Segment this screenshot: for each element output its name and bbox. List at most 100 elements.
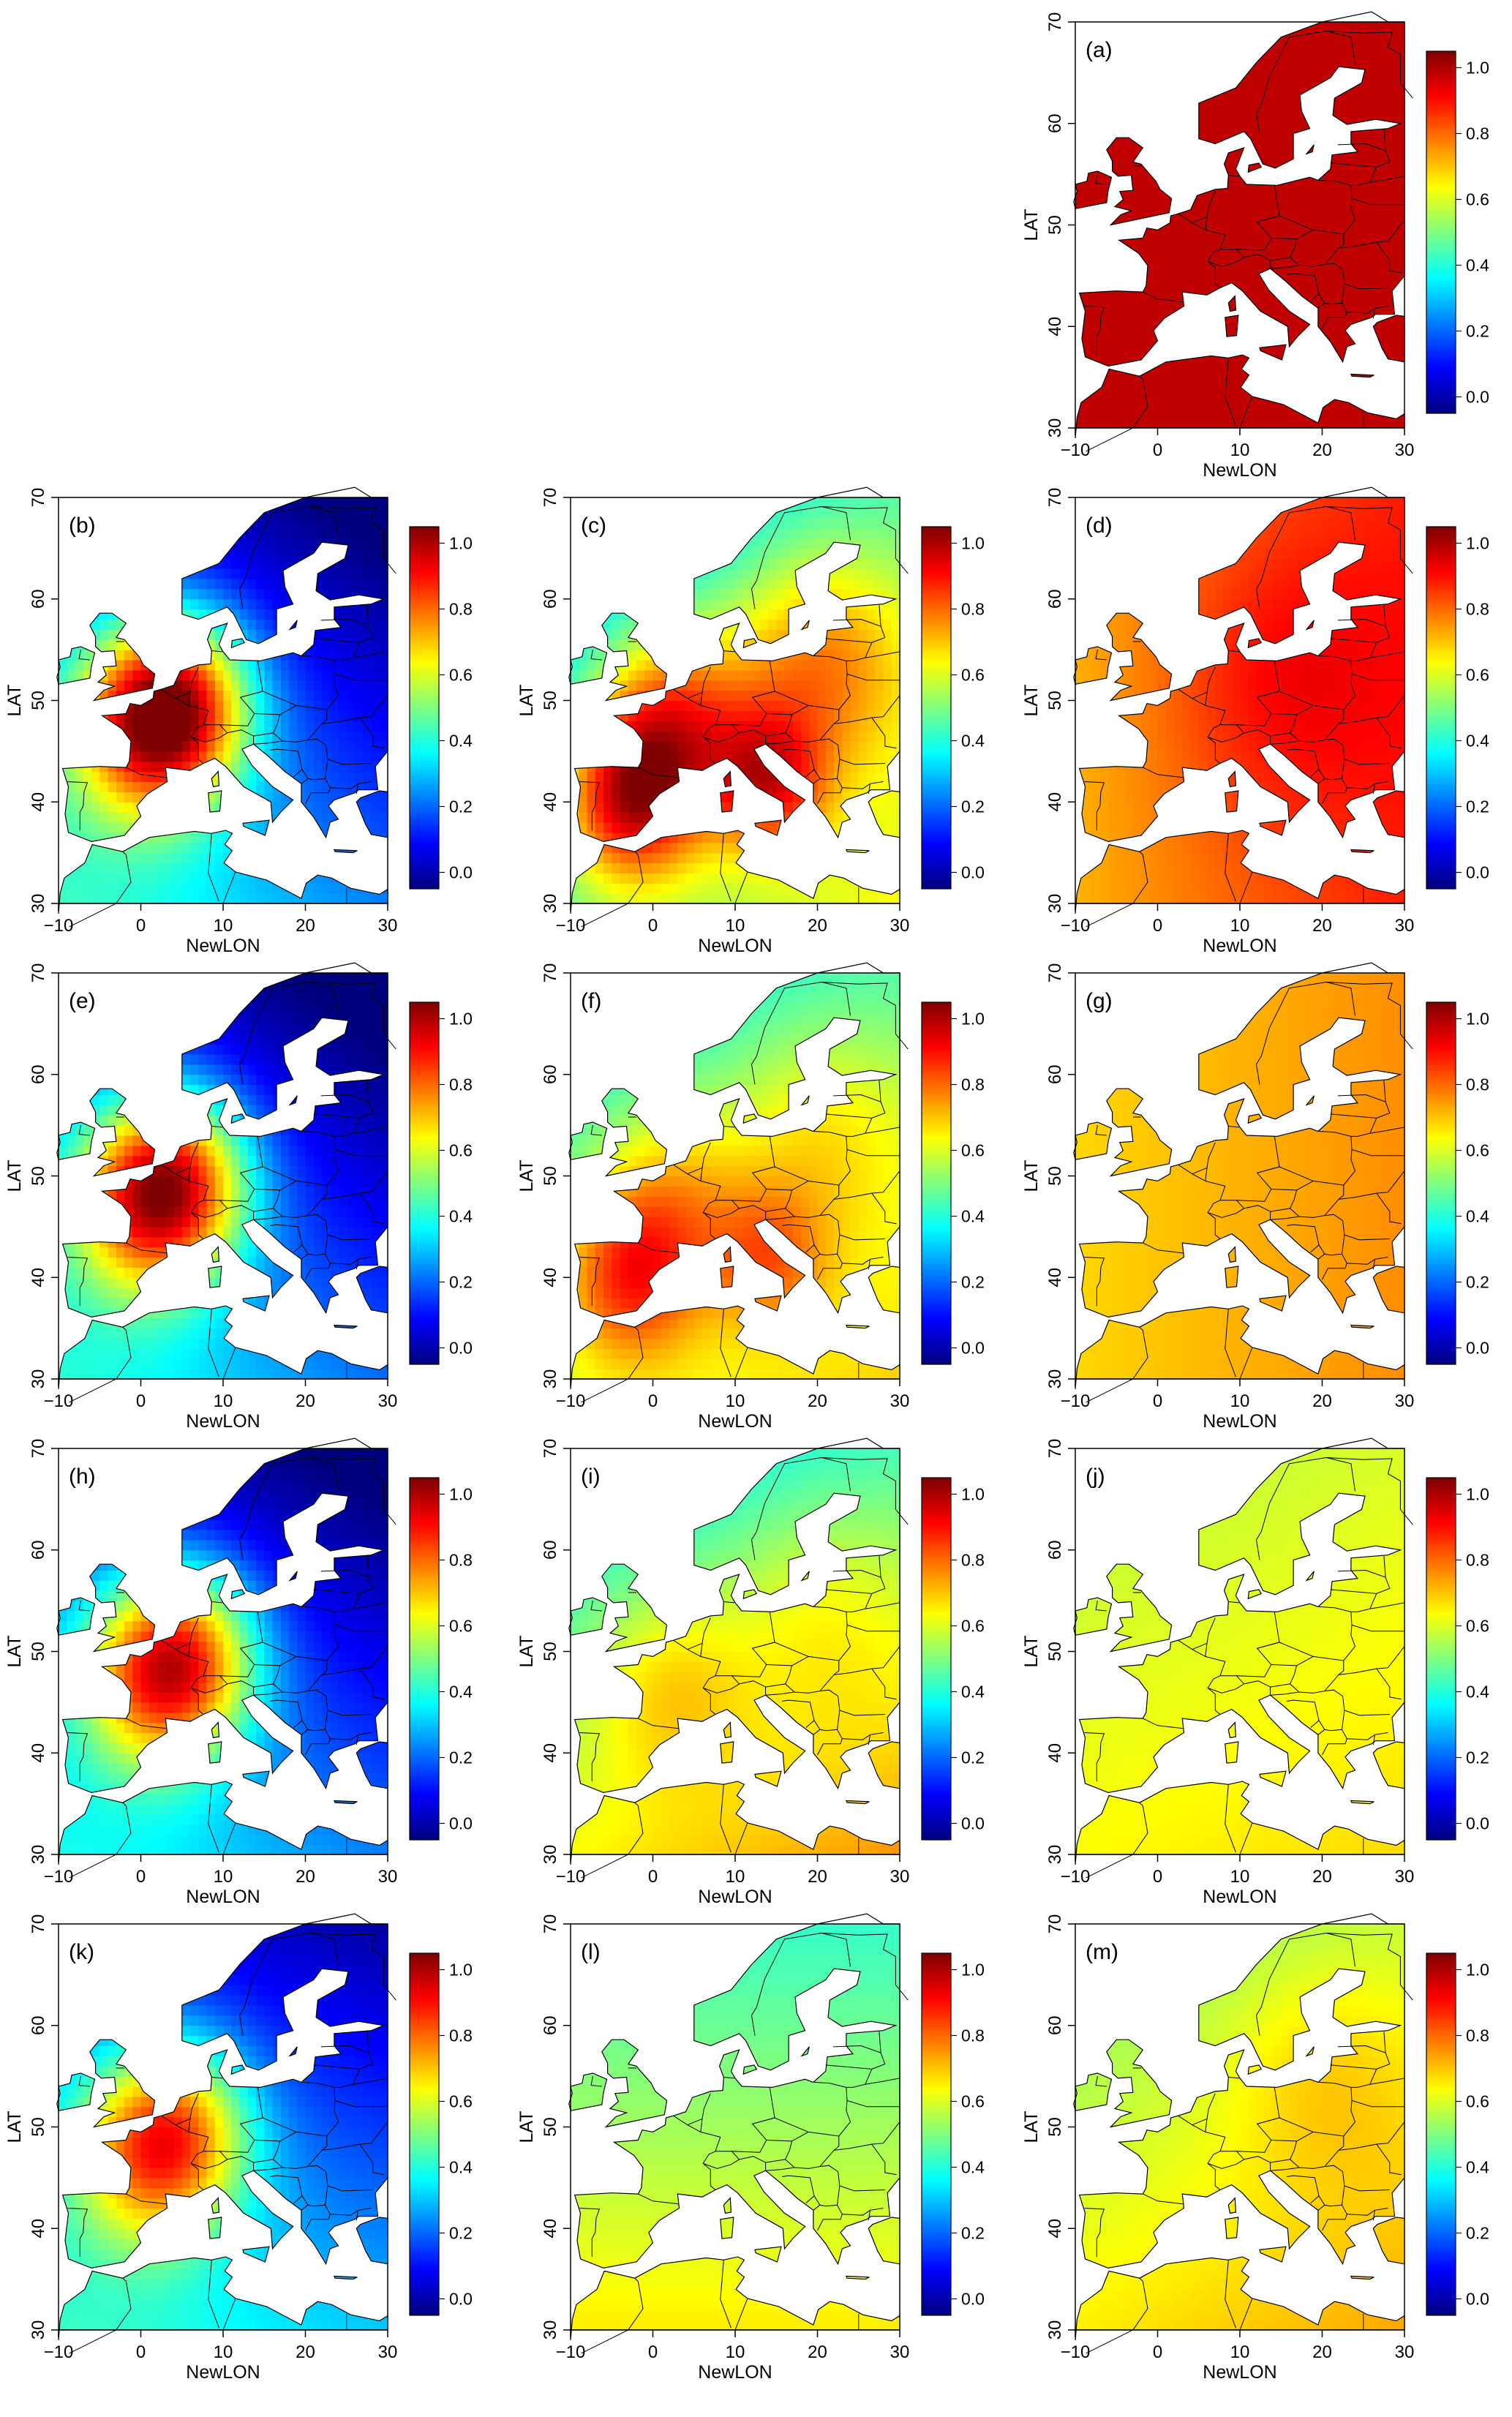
panel-k-xtick-label: 30 [378, 2342, 398, 2362]
panel-c-ytick-label: 30 [541, 894, 560, 914]
panel-b-colorbar-tick-label: 0.2 [449, 797, 473, 816]
panel-j-ytick-label: 70 [1045, 1439, 1065, 1459]
panel-f-xtick-label: 10 [726, 1391, 745, 1411]
panel-i-xtick-label: 10 [726, 1867, 745, 1887]
panel-l: (l) −10 0 10 20 30 NewLON 30 40 50 60 70 LAT 0.0 0.2 0.… [516, 1913, 985, 2383]
panel-h-xtick-label: 0 [136, 1867, 146, 1887]
panel-h-xtick-label: 10 [214, 1867, 233, 1887]
panel-i-colorbar-tick-label: 0.0 [961, 1814, 985, 1833]
panel-k-xlabel: NewLON [186, 2362, 260, 2383]
panel-h-ytick-label: 40 [29, 1743, 48, 1763]
panel-j-colorbar-tick-label: 0.6 [1466, 1617, 1489, 1636]
panel-h-xtick-label: 30 [378, 1867, 398, 1887]
panel-i-xtick-label: −10 [556, 1867, 586, 1887]
panel-e-ylabel: LAT [4, 1160, 25, 1192]
panel-c-ytick-label: 60 [541, 589, 560, 609]
panel-m-ytick-label: 30 [1045, 2320, 1065, 2340]
panel-b-colorbar-tick-label: 0.0 [449, 863, 473, 882]
panel-e-label: (e) [69, 989, 96, 1013]
panel-m-colorbar-tick-label: 1.0 [1466, 1961, 1489, 1980]
panel-b-ytick-label: 50 [29, 691, 48, 710]
panel-a: (a) −10 0 10 20 30 NewLON 30 40 50 60 70 LAT 0.0 0.2 0.… [1021, 11, 1489, 481]
panel-l-ytick-label: 60 [541, 2015, 560, 2035]
panel-a-borders [1073, 11, 1413, 452]
panel-a-ylabel: LAT [1021, 209, 1042, 241]
panel-k-ytick-label: 60 [29, 2015, 48, 2035]
panel-g-colorbar-tick-label: 0.6 [1466, 1141, 1489, 1160]
panel-g-colorbar-tick-label: 0.2 [1466, 1273, 1489, 1292]
panel-b-xlabel: NewLON [186, 936, 260, 956]
panel-f-borders [568, 962, 909, 1403]
panel-c-ytick-label: 70 [541, 488, 560, 508]
panel-m: (m) −10 0 10 20 30 NewLON 30 40 50 60 70 LAT 0.0 0.2 0.… [1021, 1913, 1489, 2383]
panel-m-ytick-label: 70 [1045, 1914, 1065, 1934]
panel-b-colorbar-tick-label: 0.6 [449, 666, 473, 685]
panel-a-xtick-label: 20 [1312, 440, 1332, 460]
panel-i-ytick-label: 70 [541, 1439, 560, 1459]
panel-b-colorbar [409, 526, 440, 890]
panel-f: (f) −10 0 10 20 30 NewLON 30 40 50 60 70 LAT 0.0 0.2 0.… [516, 962, 985, 1432]
panel-i-label: (i) [581, 1465, 601, 1489]
panel-a-xlabel: NewLON [1203, 460, 1276, 481]
panel-j-ytick-label: 50 [1045, 1642, 1065, 1661]
panel-h-xlabel: NewLON [186, 1887, 260, 1907]
panel-m-xtick-label: 30 [1395, 2342, 1415, 2362]
panel-g-ytick-label: 40 [1045, 1268, 1065, 1288]
panel-h-colorbar-tick-label: 0.2 [449, 1748, 473, 1767]
panel-k: (k) −10 0 10 20 30 NewLON 30 40 50 60 70 LAT 0.0 0.2 0.… [4, 1913, 473, 2383]
panel-b-ytick-label: 60 [29, 589, 48, 609]
panel-a-colorbar-tick-label: 0.2 [1466, 322, 1489, 341]
panel-d-ytick-label: 30 [1045, 894, 1065, 914]
panel-g-xtick-label: 0 [1153, 1391, 1162, 1411]
panel-m-colorbar-tick-label: 0.6 [1466, 2092, 1489, 2111]
panel-g-colorbar-tick-label: 1.0 [1466, 1010, 1489, 1029]
panel-f-xtick-label: 0 [648, 1391, 658, 1411]
panel-d-colorbar-tick-label: 0.6 [1466, 666, 1489, 685]
panel-f-xlabel: NewLON [698, 1411, 772, 1432]
panel-j: (j) −10 0 10 20 30 NewLON 30 40 50 60 70 LAT 0.0 0.2 0.… [1021, 1437, 1489, 1907]
panel-i-colorbar [921, 1477, 952, 1841]
panel-f-xtick-label: −10 [556, 1391, 586, 1411]
panel-f-colorbar-tick-label: 0.8 [961, 1075, 985, 1094]
panel-j-ytick-label: 30 [1045, 1845, 1065, 1865]
panel-k-colorbar-tick-label: 0.0 [449, 2290, 473, 2309]
panel-h-ylabel: LAT [4, 1636, 25, 1668]
panel-c-borders [568, 486, 909, 928]
panel-b-xtick-label: 30 [378, 916, 398, 936]
panel-f-colorbar-tick-label: 0.2 [961, 1273, 985, 1292]
panel-k-colorbar-tick-label: 0.2 [449, 2224, 473, 2243]
panel-h-xtick-label: 20 [296, 1867, 315, 1887]
panel-j-colorbar-tick-label: 0.4 [1466, 1683, 1489, 1702]
panel-g-xtick-label: 30 [1395, 1391, 1415, 1411]
panel-f-ytick-label: 40 [541, 1268, 560, 1288]
panel-i-colorbar-tick-label: 0.6 [961, 1617, 985, 1636]
panel-j-colorbar-tick-label: 0.8 [1466, 1551, 1489, 1570]
panel-b-ytick-label: 40 [29, 792, 48, 812]
panel-k-colorbar [409, 1952, 440, 2316]
panel-k-xtick-label: 0 [136, 2342, 146, 2362]
panel-i-xlabel: NewLON [698, 1887, 772, 1907]
panel-h-colorbar-tick-label: 0.0 [449, 1814, 473, 1833]
panel-e: (e) −10 0 10 20 30 NewLON 30 40 50 60 70 LAT 0.0 0.2 0.… [4, 962, 473, 1432]
panel-b-ytick-label: 30 [29, 894, 48, 914]
panel-l-xtick-label: 0 [648, 2342, 658, 2362]
panel-k-colorbar-tick-label: 0.6 [449, 2092, 473, 2111]
panel-j-xtick-label: 30 [1395, 1867, 1415, 1887]
panel-h-borders [56, 1437, 396, 1879]
panel-d-xtick-label: 10 [1230, 916, 1250, 936]
panel-d-colorbar-tick-label: 0.8 [1466, 600, 1489, 619]
panel-h-colorbar [409, 1477, 440, 1841]
panel-f-ytick-label: 70 [541, 963, 560, 983]
panel-d-colorbar-tick-label: 0.0 [1466, 863, 1489, 882]
panel-e-colorbar [409, 1001, 440, 1365]
panel-d-colorbar-tick-label: 1.0 [1466, 534, 1489, 553]
panel-e-ytick-label: 30 [29, 1369, 48, 1389]
panel-e-colorbar-tick-label: 0.0 [449, 1339, 473, 1358]
panel-j-xtick-label: −10 [1061, 1867, 1091, 1887]
panel-m-xtick-label: 10 [1230, 2342, 1250, 2362]
panel-k-ytick-label: 50 [29, 2117, 48, 2137]
panel-h-colorbar-tick-label: 0.4 [449, 1683, 473, 1702]
panel-d-xlabel: NewLON [1203, 936, 1276, 956]
panel-d-xtick-label: 0 [1153, 916, 1162, 936]
panel-k-xtick-label: 20 [296, 2342, 315, 2362]
